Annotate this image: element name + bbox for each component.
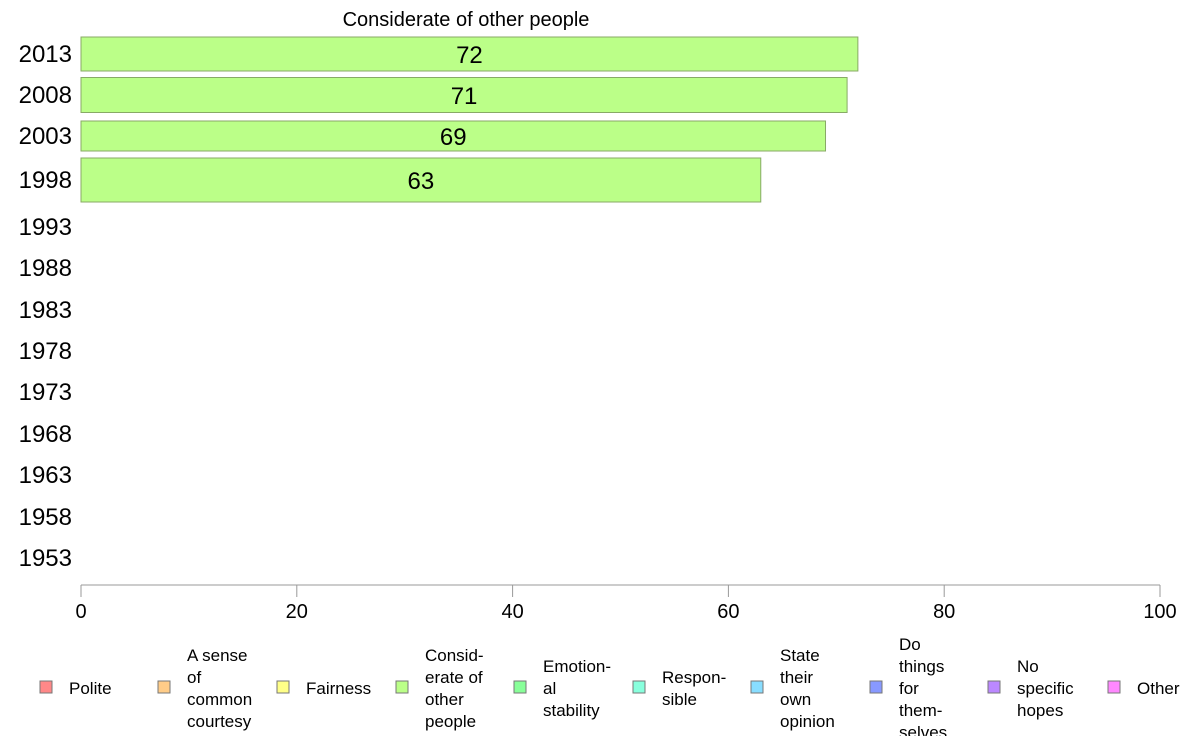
legend-item: Emotion-al stability [513, 657, 611, 720]
legend-item: A sense of common courtesy [157, 646, 252, 731]
x-tick-label: 60 [717, 601, 739, 623]
legend-swatch [157, 680, 171, 694]
x-tick-label: 100 [1143, 601, 1176, 623]
legend-label: A sense of common courtesy [187, 646, 252, 731]
legend-item: Do things for them-selves [869, 635, 947, 736]
data-label-2003: 69 [440, 124, 467, 151]
legend-label: Consid-erate of other people [425, 646, 484, 731]
legend-item: Respon-sible [632, 668, 726, 709]
legend-item: No specific hopes [987, 657, 1074, 720]
legend-swatch [632, 680, 646, 694]
legend-swatch [39, 680, 53, 694]
legend-label: Emotion-al stability [543, 657, 611, 720]
legend-swatch [276, 680, 290, 694]
data-label-2013: 72 [456, 42, 483, 69]
bar-1998 [80, 157, 762, 203]
bar-2008 [80, 77, 848, 113]
year-labels: 2013 2008 2003 1998 1993 1988 1983 1978 1973 1968… [19, 41, 72, 572]
legend-label: No specific hopes [1017, 657, 1074, 720]
year-label: 1993 [19, 214, 72, 241]
data-label-2008: 71 [451, 83, 478, 110]
year-label: 2003 [19, 123, 72, 150]
legend-item: Polite [39, 679, 112, 698]
x-tick-label: 80 [933, 601, 955, 623]
legend-swatch [1107, 680, 1121, 694]
year-label: 1963 [19, 462, 72, 489]
x-tick-label: 20 [286, 601, 308, 623]
legend-label: Do things for them-selves [899, 635, 947, 736]
year-label: 1998 [19, 167, 72, 194]
year-label: 1953 [19, 545, 72, 572]
chart-title: Considerate of other people [343, 9, 590, 31]
bar-2013 [80, 36, 859, 72]
year-label: 2008 [19, 82, 72, 109]
x-tick-label: 40 [501, 601, 523, 623]
year-label: 1988 [19, 255, 72, 282]
legend-label: Fairness [306, 679, 371, 698]
year-label: 1973 [19, 379, 72, 406]
x-tick-label: 0 [75, 601, 86, 623]
legend-swatch [513, 680, 527, 694]
legend-label: State their own opinion [780, 646, 835, 731]
legend: Polite A sense of common courtesy Fairness Con… [39, 635, 1180, 736]
legend-label: Polite [69, 679, 112, 698]
x-axis: 0 20 40 60 80 100 [75, 584, 1177, 623]
legend-item: Consid-erate of other people [395, 646, 484, 731]
legend-label: Other [1137, 679, 1180, 698]
legend-item: Other [1107, 679, 1180, 698]
legend-swatch [987, 680, 1001, 694]
legend-swatch [395, 680, 409, 694]
bar-2003 [80, 120, 827, 152]
legend-label: Respon-sible [662, 668, 726, 709]
legend-swatch [869, 680, 883, 694]
year-label: 1968 [19, 421, 72, 448]
year-label: 1958 [19, 504, 72, 531]
legend-item: State their own opinion [750, 646, 835, 731]
year-label: 2013 [19, 41, 72, 68]
data-label-1998: 63 [408, 168, 435, 195]
year-label: 1983 [19, 297, 72, 324]
legend-swatch [750, 680, 764, 694]
legend-item: Fairness [276, 679, 371, 698]
year-label: 1978 [19, 338, 72, 365]
